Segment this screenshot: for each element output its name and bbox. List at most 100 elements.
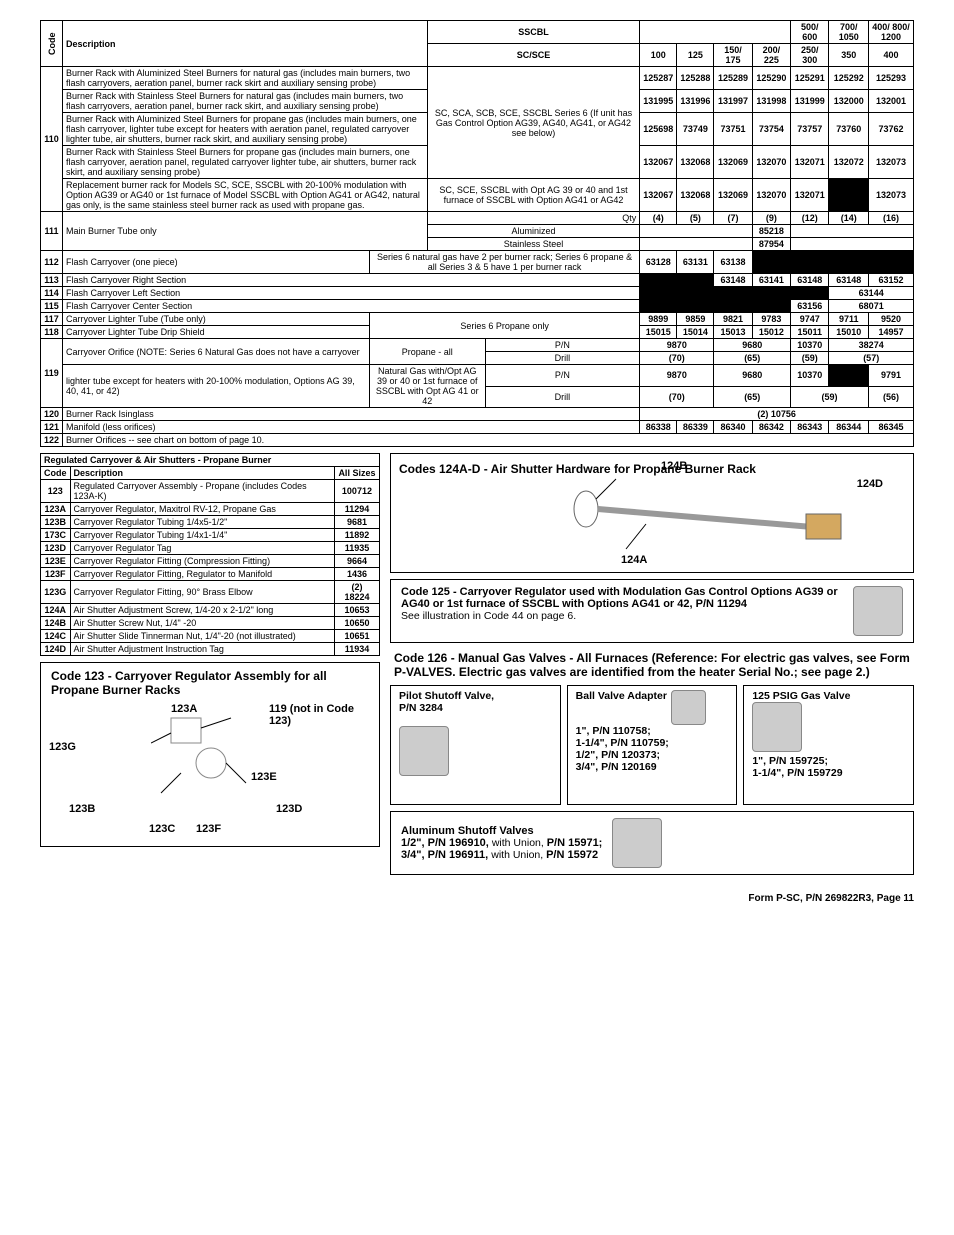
pn: P/N: [485, 365, 640, 387]
alu-l2: 3/4", P/N 196911,: [401, 849, 491, 861]
q: (9): [752, 212, 790, 225]
v: 132069: [714, 179, 752, 212]
d110-5: Replacement burner rack for Models SC, S…: [63, 179, 428, 212]
blk: [791, 251, 829, 274]
col-desc: Description: [63, 21, 428, 67]
v: 9520: [869, 313, 914, 326]
d120: Burner Rack Isinglass: [63, 408, 640, 421]
v: 125290: [752, 67, 790, 90]
d113: Flash Carryover Right Section: [63, 274, 640, 287]
prop-code: 124B: [41, 617, 71, 630]
v: 125293: [869, 67, 914, 90]
d110-2: Burner Rack with Stainless Steel Burners…: [63, 90, 428, 113]
cl-124d: 124D: [857, 478, 883, 490]
v: 15012: [752, 326, 790, 339]
v: 132070: [752, 179, 790, 212]
q: (16): [869, 212, 914, 225]
v: (70): [640, 386, 714, 408]
alu-title: Aluminum Shutoff Valves: [401, 825, 534, 837]
v: (65): [714, 386, 791, 408]
code-123-assembly-box: Code 123 - Carryover Regulator Assembly …: [40, 662, 380, 847]
prop-val: 10653: [334, 604, 379, 617]
v: 73751: [714, 113, 752, 146]
pilot-box: Pilot Shutoff Valve, P/N 3284: [390, 685, 561, 805]
ss: Stainless Steel: [427, 238, 640, 251]
prop-val: 11935: [334, 542, 379, 555]
h-desc: Description: [70, 467, 334, 480]
c250: 250/ 300: [791, 44, 829, 67]
alu-l2b: with Union,: [491, 849, 546, 861]
psig-box: 125 PSIG Gas Valve 1", P/N 159725; 1-1/4…: [743, 685, 914, 805]
air-shutter-diagram: Codes 124A-D - Air Shutter Hardware for …: [390, 453, 914, 573]
psig-image: [752, 702, 802, 752]
prop-desc: Air Shutter Adjustment Screw, 1/4-20 x 2…: [70, 604, 334, 617]
ball-image: [671, 690, 706, 725]
v: 9870: [640, 339, 714, 352]
d118: Carryover Lighter Tube Drip Shield: [63, 326, 370, 339]
q: (14): [829, 212, 869, 225]
v: (59): [791, 386, 869, 408]
prop-val: 9664: [334, 555, 379, 568]
v: (57): [829, 352, 914, 365]
v: 63128: [640, 251, 677, 274]
v: 132068: [677, 179, 714, 212]
prop-code: 123E: [41, 555, 71, 568]
v: 15011: [791, 326, 829, 339]
v: 73754: [752, 113, 790, 146]
v: (56): [869, 386, 914, 408]
prop-val: 10651: [334, 630, 379, 643]
d115: Flash Carryover Center Section: [63, 300, 640, 313]
code-121: 121: [41, 421, 63, 434]
q: (12): [791, 212, 829, 225]
v: 73760: [829, 113, 869, 146]
q: (5): [677, 212, 714, 225]
prop-code: 124D: [41, 643, 71, 656]
regulator-image: [853, 586, 903, 636]
prop-val: 1436: [334, 568, 379, 581]
v: 9680: [714, 339, 791, 352]
c200: 200/ 225: [752, 44, 790, 67]
d119b: lighter tube except for heaters with 20-…: [63, 365, 370, 408]
code-117: 117: [41, 313, 63, 326]
ball-l3: 1/2", P/N 120373;: [576, 749, 660, 761]
cl-124b: 124B: [661, 460, 687, 472]
alu: Aluminized: [427, 225, 640, 238]
prop-code: 123G: [41, 581, 71, 604]
d110-1: Burner Rack with Aluminized Steel Burner…: [63, 67, 428, 90]
pilot-pn: P/N 3284: [399, 702, 443, 714]
v: 9791: [869, 365, 914, 387]
v: 131999: [791, 90, 829, 113]
d111: Main Burner Tube only: [63, 212, 428, 251]
n119a: Propane - all: [369, 339, 485, 365]
v: 63141: [752, 274, 790, 287]
v: 15013: [714, 326, 752, 339]
prop-desc: Air Shutter Adjustment Instruction Tag: [70, 643, 334, 656]
page-footer: Form P-SC, P/N 269822R3, Page 11: [40, 893, 914, 904]
v111-2: 87954: [752, 238, 790, 251]
d110-3: Burner Rack with Aluminized Steel Burner…: [63, 113, 428, 146]
code-112: 112: [41, 251, 63, 274]
v: 86343: [791, 421, 829, 434]
drill: Drill: [485, 386, 640, 408]
v: 131996: [677, 90, 714, 113]
prop-code: 173C: [41, 529, 71, 542]
v: 125292: [829, 67, 869, 90]
v: 9821: [714, 313, 752, 326]
valve-row: Pilot Shutoff Valve, P/N 3284 Ball Valve…: [390, 685, 914, 805]
alu-l1b: with Union,: [492, 837, 547, 849]
v: 10370: [791, 339, 829, 352]
asm-title: Code 123 - Carryover Regulator Assembly …: [51, 669, 327, 697]
n119b: Natural Gas with/Opt AG 39 or 40 or 1st …: [369, 365, 485, 408]
blk: [829, 251, 869, 274]
prop-val: 9681: [334, 516, 379, 529]
v: 86345: [869, 421, 914, 434]
v: 63156: [791, 300, 829, 313]
prop-code: 123F: [41, 568, 71, 581]
ball-box: Ball Valve Adapter 1", P/N 110758; 1-1/4…: [567, 685, 738, 805]
v: 132069: [714, 146, 752, 179]
v: 131997: [714, 90, 752, 113]
code-126-text: Code 126 - Manual Gas Valves - All Furna…: [390, 649, 914, 685]
note-110-2: SC, SCE, SSCBL with Opt AG 39 or 40 and …: [427, 179, 640, 212]
code-111: 111: [41, 212, 63, 251]
v120: (2) 10756: [640, 408, 914, 421]
